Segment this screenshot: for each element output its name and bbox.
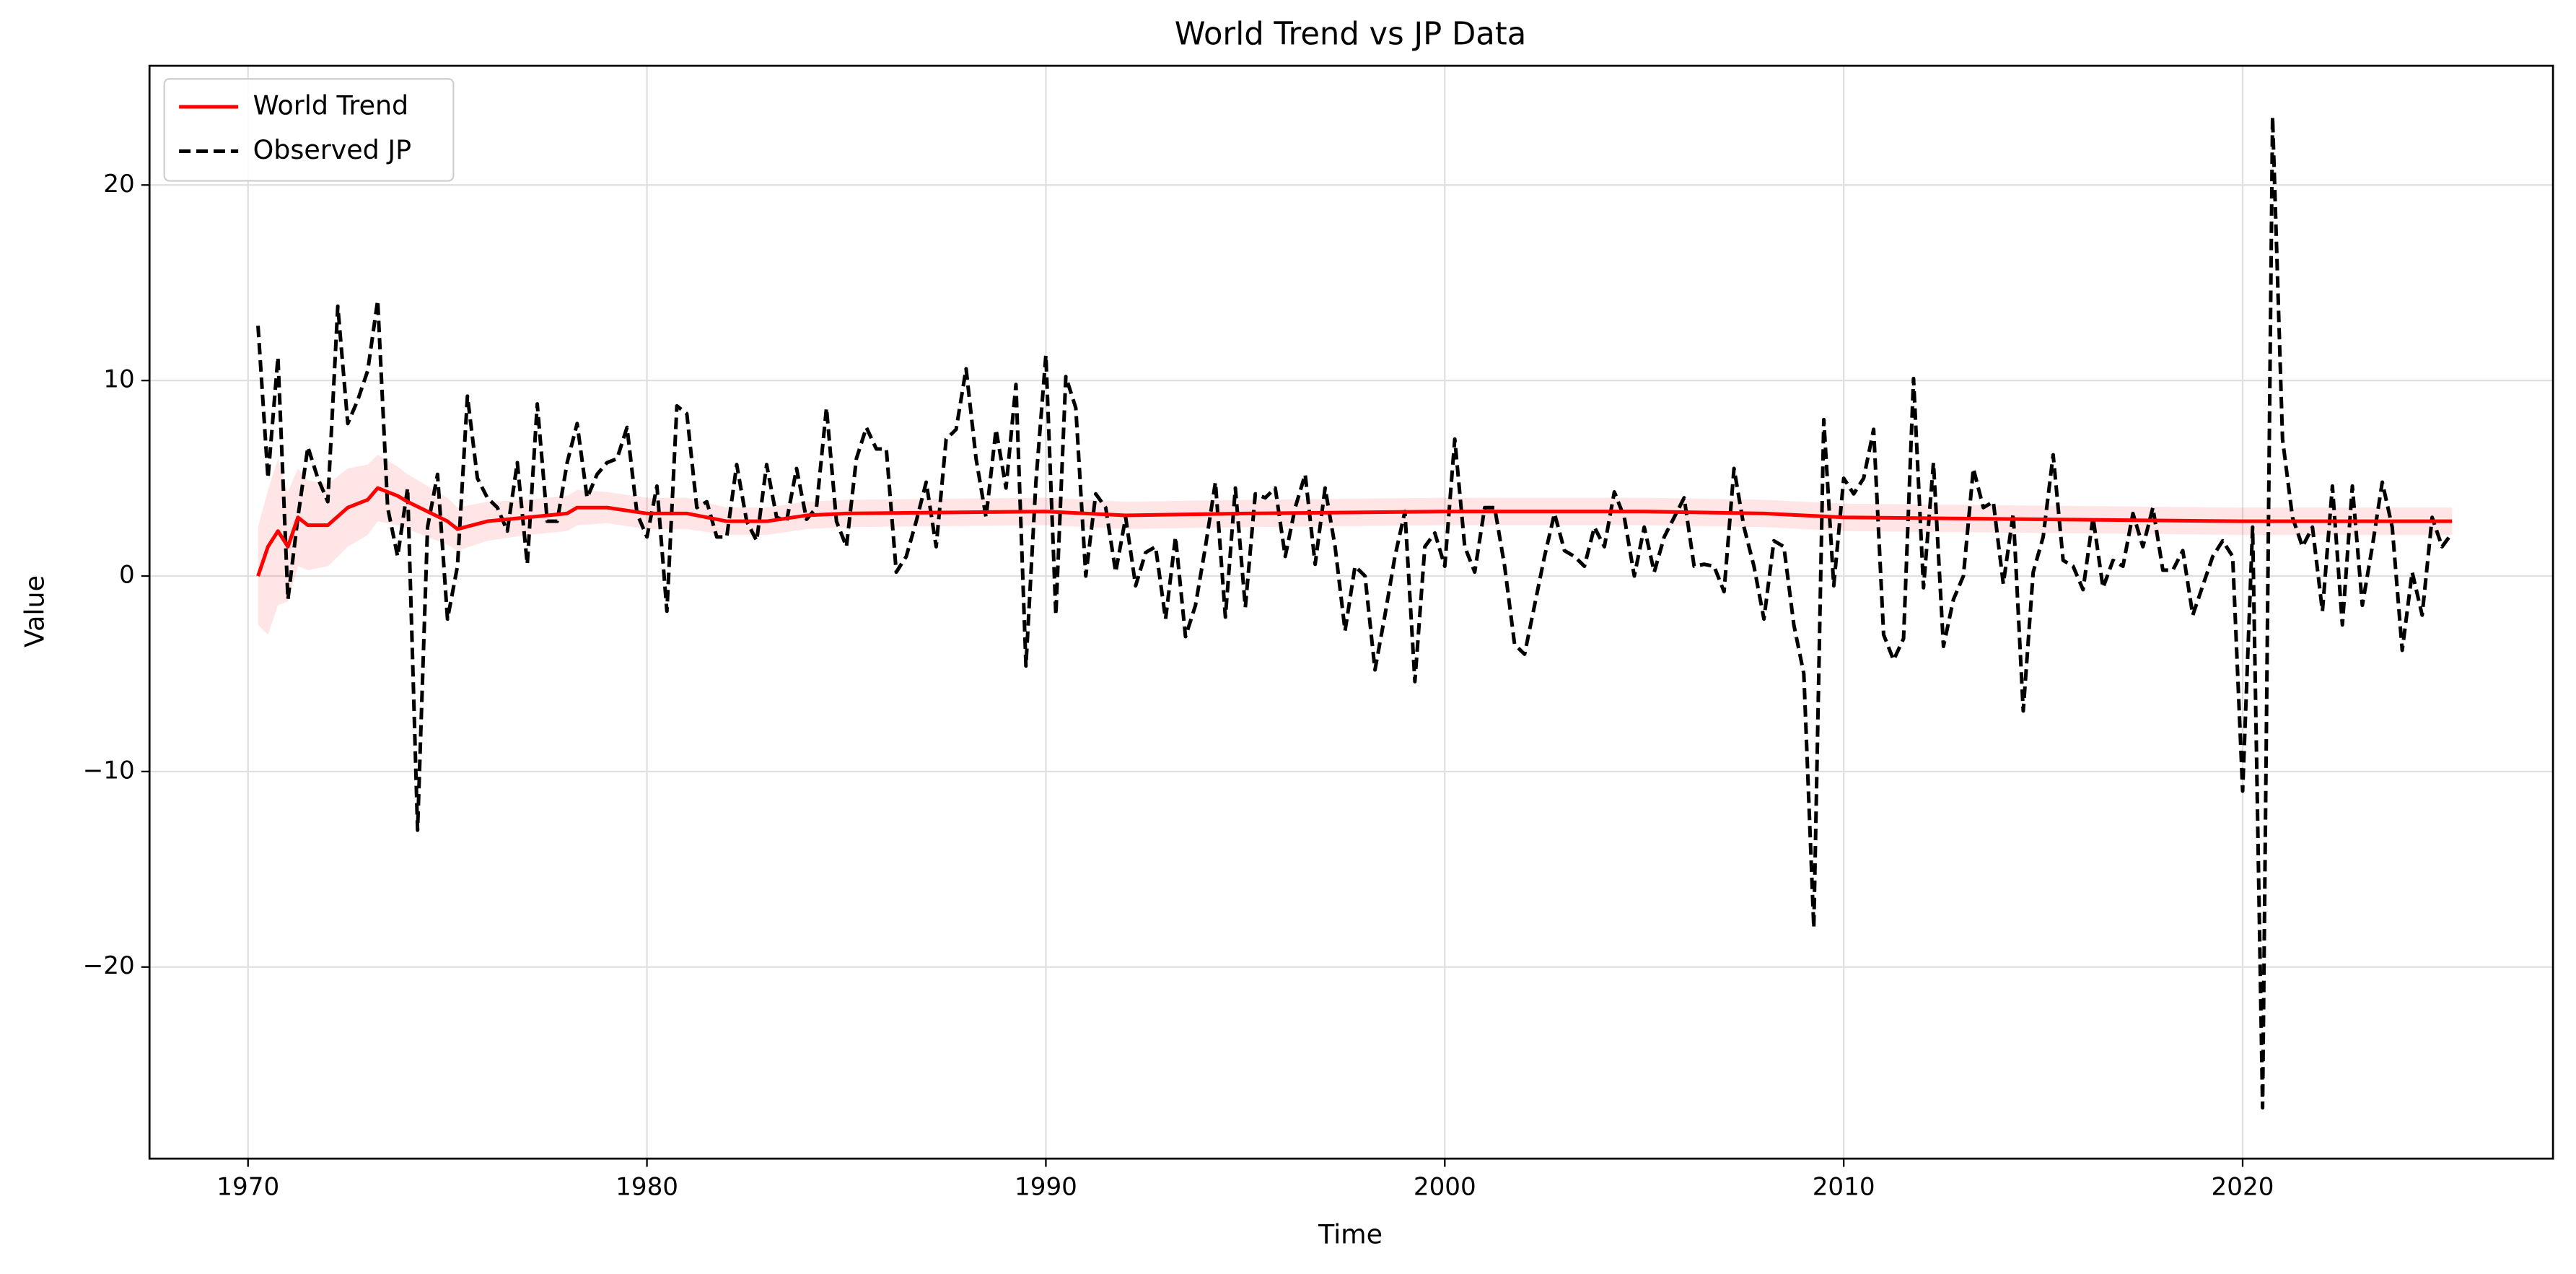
x-axis-label: Time — [1318, 1219, 1383, 1250]
x-tick-label: 1970 — [216, 1173, 279, 1202]
x-tick-label: 2010 — [1813, 1173, 1875, 1202]
series-line — [256, 115, 2454, 1110]
y-tick-label: 20 — [103, 170, 134, 198]
y-tick-label: 10 — [103, 365, 134, 394]
x-tick-label: 2020 — [2212, 1173, 2274, 1202]
y-axis-label: Value — [19, 575, 51, 647]
y-tick-label: 0 — [119, 561, 135, 590]
x-tick-label: 2000 — [1414, 1173, 1476, 1202]
y-tick-label: −10 — [83, 756, 135, 785]
chart-title: World Trend vs JP Data — [1175, 17, 1527, 53]
legend-label: World Trend — [253, 90, 409, 121]
x-tick-label: 1990 — [1015, 1173, 1077, 1202]
x-tick-label: 1980 — [615, 1173, 678, 1202]
legend-box — [163, 78, 455, 182]
legend-label: Observed JP — [253, 134, 411, 165]
plot-frame — [148, 64, 2554, 1160]
series-line — [256, 486, 2453, 577]
y-tick-label: −20 — [83, 951, 135, 980]
legend: World Trend Observed JP — [163, 78, 455, 182]
